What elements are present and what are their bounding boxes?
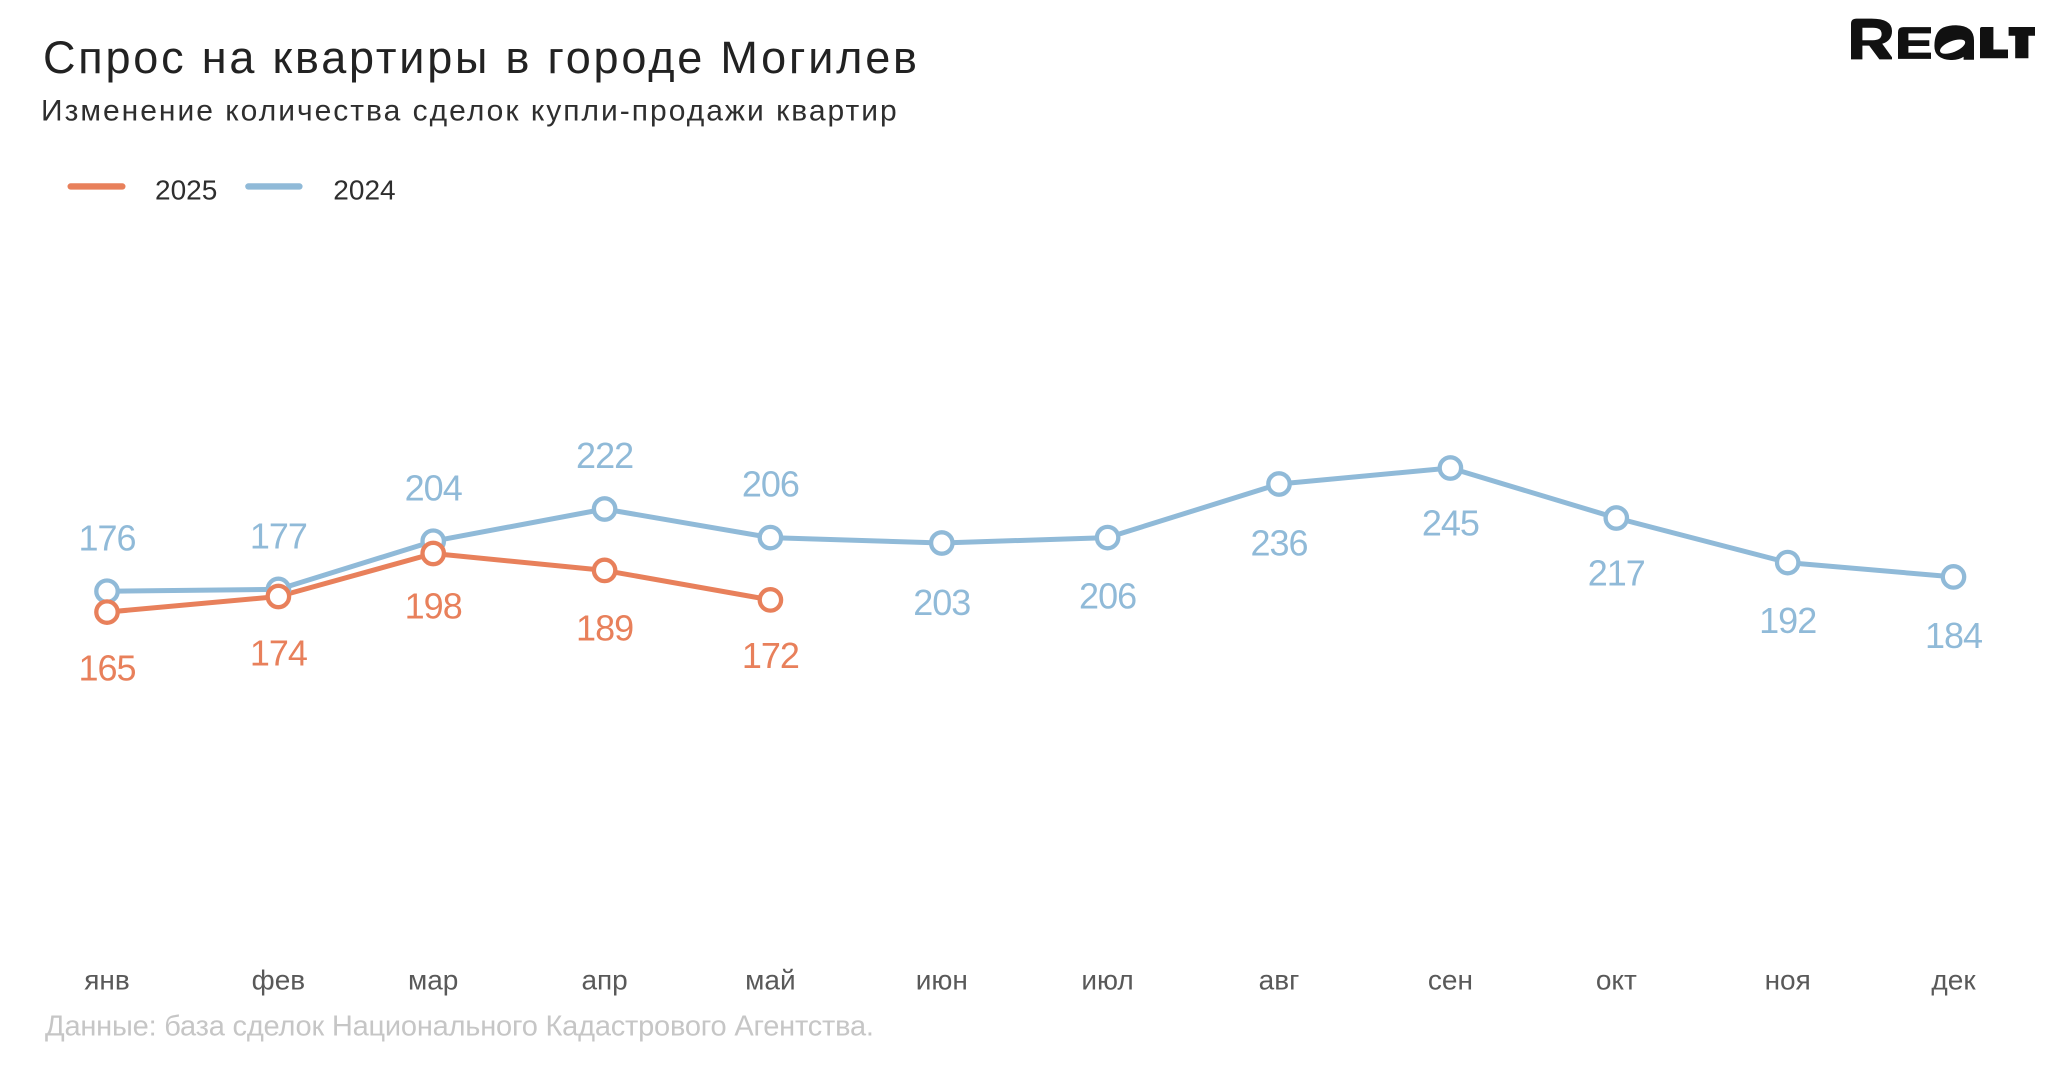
svg-text:янв: янв: [84, 965, 130, 996]
svg-text:184: 184: [1925, 615, 1982, 656]
svg-text:Изменение количества сделок ку: Изменение количества сделок купли-продаж…: [41, 95, 899, 128]
svg-text:206: 206: [1079, 576, 1136, 617]
svg-text:апр: апр: [581, 965, 627, 996]
svg-text:июн: июн: [916, 965, 968, 996]
svg-text:2024: 2024: [333, 175, 395, 206]
svg-text:174: 174: [250, 633, 307, 674]
svg-text:авг: авг: [1259, 965, 1300, 996]
svg-text:206: 206: [742, 464, 799, 505]
svg-text:203: 203: [913, 582, 970, 623]
svg-text:мар: мар: [408, 965, 458, 996]
svg-text:189: 189: [576, 608, 633, 649]
svg-text:165: 165: [78, 648, 135, 689]
svg-text:198: 198: [405, 586, 462, 627]
svg-text:май: май: [745, 965, 795, 996]
svg-text:245: 245: [1422, 503, 1479, 544]
svg-text:дек: дек: [1931, 965, 1976, 996]
svg-text:фев: фев: [252, 965, 305, 996]
svg-text:192: 192: [1759, 600, 1816, 641]
svg-text:сен: сен: [1428, 965, 1473, 996]
svg-text:222: 222: [576, 435, 633, 476]
svg-text:июл: июл: [1081, 965, 1133, 996]
svg-text:Спрос на квартиры в городе Мог: Спрос на квартиры в городе Могилев: [43, 32, 920, 83]
svg-text:ноя: ноя: [1765, 965, 1811, 996]
svg-text:Данные: база сделок Национальн: Данные: база сделок Национального Кадаст…: [45, 1011, 874, 1043]
svg-text:177: 177: [250, 516, 307, 557]
svg-text:217: 217: [1588, 553, 1645, 594]
svg-text:2025: 2025: [155, 175, 217, 206]
svg-text:204: 204: [405, 467, 462, 508]
svg-text:236: 236: [1250, 523, 1307, 564]
svg-text:176: 176: [78, 517, 135, 558]
svg-text:172: 172: [742, 635, 799, 676]
svg-text:окт: окт: [1596, 965, 1637, 996]
